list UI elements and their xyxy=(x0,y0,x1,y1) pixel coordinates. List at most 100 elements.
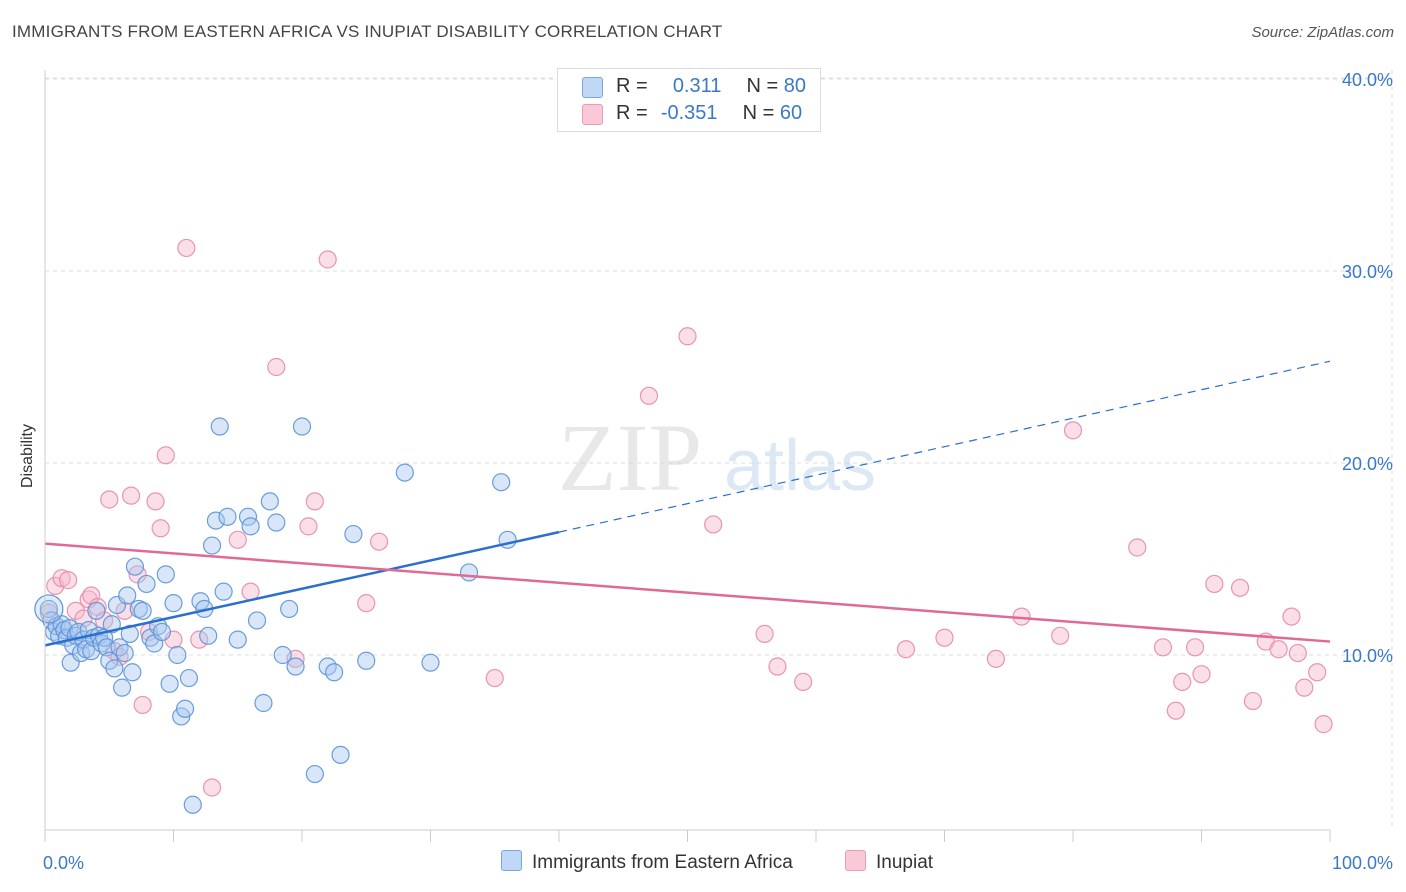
correlation-legend: R = 0.311 N = 80 R = -0.351 N = 60 xyxy=(557,68,821,132)
eastern-africa-point xyxy=(273,645,292,665)
inupiat-point xyxy=(299,517,318,536)
inupiat-point xyxy=(318,250,337,269)
inupiat-point xyxy=(1205,574,1224,594)
eastern-africa-trend-extension xyxy=(558,360,1331,533)
legend-n-value: 80 xyxy=(783,75,807,97)
inupiat-point xyxy=(1051,626,1070,645)
eastern-africa-point xyxy=(280,599,299,619)
eastern-africa-point xyxy=(156,565,175,584)
inupiat-point xyxy=(228,530,247,549)
axes: 10.0% 20.0% 30.0% 40.0% 0.0% 100.0% xyxy=(43,70,1393,873)
inupiat-point xyxy=(1166,701,1185,720)
eastern-africa-point xyxy=(112,678,132,697)
y-tick-label: 30.0% xyxy=(1342,262,1393,282)
legend-swatch-blue xyxy=(582,77,603,98)
inupiat-point xyxy=(1282,607,1301,626)
eastern-africa-point xyxy=(164,594,183,613)
inupiat-point xyxy=(59,571,78,590)
eastern-africa-point xyxy=(168,645,187,665)
eastern-africa-point xyxy=(241,517,260,536)
bottom-legend-inupiat: Inupiat xyxy=(845,850,933,874)
watermark-atlas: atlas xyxy=(724,426,876,506)
inupiat-point xyxy=(1128,538,1147,557)
inupiat-point xyxy=(370,532,389,551)
inupiat-point xyxy=(156,446,175,465)
eastern-africa-point xyxy=(110,638,129,657)
eastern-africa-point xyxy=(210,417,229,436)
inupiat-point xyxy=(678,327,697,346)
y-tick-label: 40.0% xyxy=(1342,70,1393,90)
eastern-africa-point xyxy=(179,668,199,688)
inupiat-point xyxy=(639,386,659,405)
eastern-africa-point xyxy=(459,563,479,582)
inupiat-point xyxy=(202,778,222,797)
watermark-zip: ZIP xyxy=(558,404,702,511)
eastern-africa-point xyxy=(137,574,156,594)
inupiat-point xyxy=(66,601,85,620)
trend-lines xyxy=(44,360,1331,647)
inupiat-point xyxy=(1063,421,1083,440)
eastern-africa-point xyxy=(133,601,152,620)
inupiat-point xyxy=(177,238,196,258)
eastern-africa-point xyxy=(87,601,106,620)
inupiat-point xyxy=(935,628,954,647)
eastern-africa-point xyxy=(267,513,286,532)
eastern-africa-point xyxy=(305,764,324,784)
inupiat-point xyxy=(1173,672,1192,691)
inupiat-point xyxy=(1269,640,1288,659)
inupiat-point xyxy=(986,649,1006,668)
inupiat-point xyxy=(305,492,324,511)
eastern-africa-point xyxy=(118,586,137,605)
inupiat-point xyxy=(1230,578,1250,597)
chart-title: IMMIGRANTS FROM EASTERN AFRICA VS INUPIA… xyxy=(12,22,723,41)
legend-n-label: N = xyxy=(746,75,779,97)
inupiat-point xyxy=(190,630,209,649)
eastern-africa-point xyxy=(228,630,247,649)
eastern-africa-point xyxy=(160,674,179,693)
eastern-africa-point xyxy=(292,417,312,436)
x-tick-label: 0.0% xyxy=(43,853,84,873)
legend-series-label: Immigrants from Eastern Africa xyxy=(532,852,793,873)
inupiat-point xyxy=(1192,665,1211,684)
eastern-africa-point xyxy=(82,642,101,661)
eastern-africa-point xyxy=(202,536,222,555)
y-tick-label: 20.0% xyxy=(1342,454,1393,474)
inupiat-point xyxy=(1153,638,1173,657)
inupiat-point xyxy=(267,357,286,377)
eastern-africa-point xyxy=(254,693,273,713)
eastern-africa-point xyxy=(175,699,195,718)
eastern-africa-point xyxy=(325,663,344,682)
eastern-africa-point xyxy=(331,745,350,764)
chart-source: Source: ZipAtlas.com xyxy=(1251,24,1394,41)
y-tick-label: 10.0% xyxy=(1342,646,1393,666)
eastern-africa-point xyxy=(97,638,116,657)
eastern-africa-points xyxy=(34,417,517,814)
eastern-africa-point xyxy=(34,594,64,624)
eastern-africa-point xyxy=(123,663,142,682)
eastern-africa-point xyxy=(206,511,226,530)
inupiat-point xyxy=(52,569,71,588)
inupiat-trend-line xyxy=(44,542,1331,643)
eastern-africa-point xyxy=(199,626,218,645)
eastern-africa-point xyxy=(214,582,233,601)
grid-layer xyxy=(45,70,1393,830)
legend-series-label: Inupiat xyxy=(876,852,934,873)
inupiat-point xyxy=(755,624,774,643)
eastern-africa-trend-line xyxy=(44,530,560,647)
inupiat-point xyxy=(133,695,152,715)
legend-n-label: N = xyxy=(742,102,775,124)
inupiat-point xyxy=(485,668,504,688)
inupiat-point xyxy=(146,492,165,511)
legend-n-value: 60 xyxy=(779,102,803,124)
eastern-africa-point xyxy=(286,657,305,676)
eastern-africa-point xyxy=(421,653,440,672)
inupiat-point xyxy=(100,490,119,509)
eastern-africa-point xyxy=(125,557,145,576)
legend-swatch-blue xyxy=(501,850,522,871)
inupiat-point xyxy=(896,640,916,659)
eastern-africa-point xyxy=(492,473,511,492)
bottom-legend-eastern-africa: Immigrants from Eastern Africa xyxy=(501,850,793,874)
inupiat-point xyxy=(1308,663,1327,682)
inupiat-point xyxy=(794,672,813,691)
